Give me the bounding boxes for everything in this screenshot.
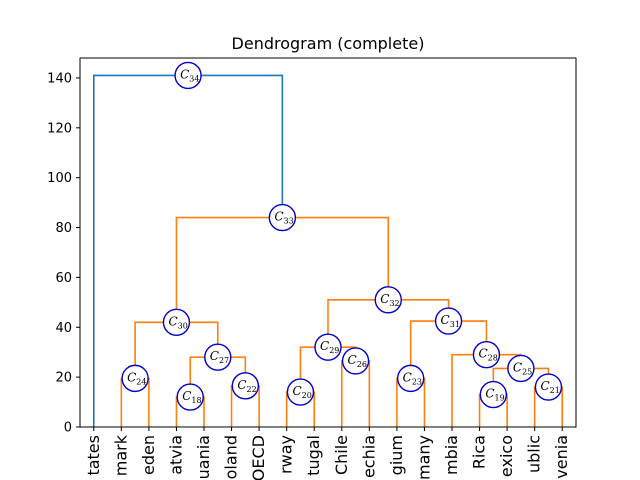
node-circle [479,380,508,409]
node-circle [174,61,202,90]
leaf-label: many [414,435,433,480]
node-label: C26 [348,353,367,369]
node-circle [204,343,232,371]
y-tick-label: 80 [55,221,72,236]
node-label: C24 [127,370,146,386]
leaf-label: Chile [332,435,351,475]
node-label: C27 [210,349,229,365]
leaf-label: tates [84,435,103,476]
node-label: C22 [237,378,256,394]
leaf-label: mark [111,434,130,476]
cluster-node-C21: C21 [534,373,563,401]
cluster-node-C20: C20 [286,378,315,406]
cluster-node-C22: C22 [231,372,260,400]
dendrogram-links [92,74,564,427]
plot-frame [79,57,577,428]
node-label: C28 [478,347,497,363]
node-circle [231,372,260,400]
node-label: C32 [380,292,399,308]
node-label: C25 [513,360,532,376]
leaf-label: uania [194,435,213,479]
leaf-label: echia [359,435,378,478]
node-label: C33 [274,210,293,226]
node-circle [374,286,402,314]
leaf-label: mbia [442,435,461,475]
node-label: C18 [182,389,201,405]
node-circle [396,364,425,393]
cluster-node-C25: C25 [507,354,535,383]
leaf-label: venia [552,435,571,479]
node-circle [434,307,463,335]
cluster-node-C26: C26 [341,347,370,375]
node-label: C34 [180,67,199,83]
node-circle [121,364,149,393]
node-circle [341,347,370,375]
y-tick-label: 20 [55,371,72,386]
node-label: C20 [292,384,311,400]
cluster-node-C29: C29 [314,333,342,361]
y-tick-label: 140 [47,71,72,86]
cluster-node-C28: C28 [472,340,501,369]
cluster-node-C30: C30 [162,308,191,336]
y-tick-label: 60 [55,271,72,286]
leaf-label: rway [277,435,296,474]
leaf-label: atvia [166,435,185,475]
node-label: C29 [320,339,339,355]
y-tick-label: 0 [64,421,72,436]
cluster-node-C34: C34 [174,61,202,90]
leaf-label: eden [139,435,158,475]
axes: 0 20 40 60 80 100 120 140 tates mark eden atvia uani… [47,57,577,480]
leaf-label: tugal [304,435,323,476]
cluster-node-C33: C33 [268,203,297,232]
node-circle [534,373,563,401]
cluster-node-C18: C18 [176,383,204,411]
cluster-node-C24: C24 [121,364,149,393]
link-C33 [175,216,390,323]
node-label: C21 [540,379,559,395]
leaf-label: OECD [249,435,268,480]
node-label: C23 [403,370,422,386]
node-circle [314,333,342,361]
y-tick-label: 120 [47,121,72,136]
leaf-label: Rica [470,435,489,469]
leaf-label: ublic [525,435,544,473]
cluster-node-C31: C31 [434,307,463,335]
node-circle [472,340,501,369]
chart-title: Dendrogram (complete) [232,34,425,53]
node-circle [268,203,297,232]
leaf-label: oland [222,435,241,479]
cluster-node-C23: C23 [396,364,425,393]
cluster-node-C27: C27 [204,343,232,371]
node-label: C30 [168,314,187,330]
node-circle [286,378,315,406]
node-label: C31 [441,313,460,329]
cluster-nodes: C18 C19 C20 C21 C22 C23 C24 C25 C26 C27 C28 C29 C30 C… [121,61,563,411]
node-circle [507,354,535,383]
node-circle [162,308,191,336]
node-circle [176,383,204,411]
leaf-label: gium [387,435,406,475]
leaf-label: exico [497,435,516,477]
cluster-node-C19: C19 [479,380,508,409]
y-tick-label: 40 [55,321,72,336]
y-tick-label: 100 [47,171,72,186]
cluster-node-C32: C32 [374,286,402,314]
node-label: C19 [485,387,504,403]
